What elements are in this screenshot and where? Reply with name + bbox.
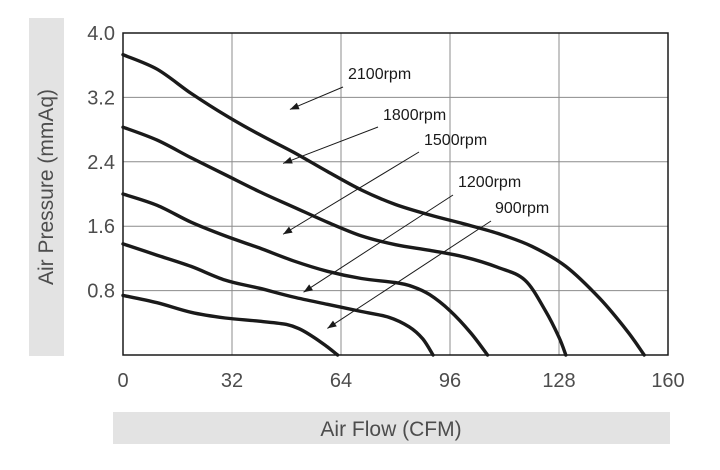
x-axis-title: Air Flow (CFM) [320,418,461,441]
annotation-label-1200rpm: 1200rpm [458,174,521,191]
x-tick-label: 0 [117,370,128,392]
series-line-2100rpm [121,53,646,357]
x-tick-label: 160 [651,370,684,392]
y-tick-label: 4.0 [87,23,115,45]
y-tick-label: 2.4 [87,152,115,174]
annotation-arrowhead-900rpm [327,320,337,329]
annotation-arrow-1200rpm [303,194,454,293]
annotation-label-900rpm: 900rpm [495,200,549,217]
x-tick-label: 128 [542,370,575,392]
annotation-arrowhead-1800rpm [283,156,293,164]
annotation-arrowhead-2100rpm [289,102,300,110]
y-axis-title: Air Pressure (mmAq) [35,89,58,285]
y-tick-label: 0.8 [87,281,115,303]
x-tick-label: 96 [439,370,461,392]
annotation-label-1800rpm: 1800rpm [383,107,446,124]
xlabel-band [113,412,670,444]
annotation-arrowhead-1200rpm [303,284,313,293]
ylabel-band [29,18,64,356]
annotation-arrow-2100rpm [289,86,344,110]
x-tick-label: 32 [221,370,243,392]
grid [123,33,668,355]
y-tick-label: 1.6 [87,216,115,238]
annotations: 2100rpm 1800rpm 1500rpm 1200rpm 900rpm [282,66,549,329]
series-line-900rpm [121,293,340,357]
series-lines [121,53,646,357]
annotation-arrow-1800rpm [282,126,379,164]
annotation-arrow-1500rpm [282,151,420,235]
y-tick-label: 3.2 [87,87,115,109]
annotation-label-2100rpm: 2100rpm [348,66,411,83]
tick-labels: 0 32 64 96 128 160 0.8 1.6 2.4 3.2 4.0 [87,23,685,392]
series-line-1200rpm [121,242,435,357]
annotation-arrowhead-1500rpm [283,226,293,235]
series-line-1800rpm [121,125,568,357]
annotation-label-1500rpm: 1500rpm [424,132,487,149]
x-tick-label: 64 [330,370,352,392]
annotation-arrow-900rpm [327,220,492,329]
series-line-1500rpm [121,192,490,357]
